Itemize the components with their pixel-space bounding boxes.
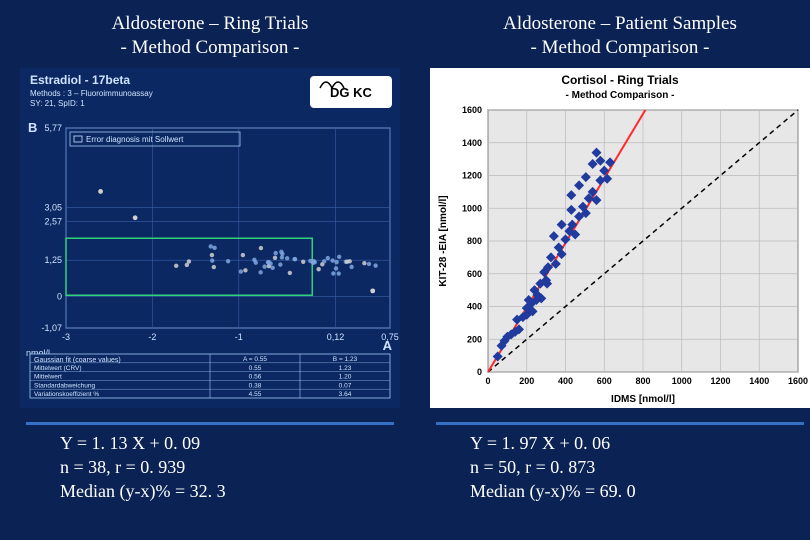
right-panel: Aldosterone – Patient Samples - Method C… xyxy=(430,12,810,503)
svg-text:1000: 1000 xyxy=(462,203,482,213)
right-title-line2: - Method Comparison - xyxy=(531,37,710,58)
svg-text:-1,07: -1,07 xyxy=(41,323,62,333)
left-title: Aldosterone – Ring Trials - Method Compa… xyxy=(20,12,400,60)
svg-text:0.38: 0.38 xyxy=(249,382,262,389)
svg-text:1600: 1600 xyxy=(788,376,808,386)
svg-text:600: 600 xyxy=(597,376,612,386)
svg-text:0: 0 xyxy=(485,376,490,386)
svg-text:-2: -2 xyxy=(148,332,156,342)
svg-text:Estradiol - 17beta: Estradiol - 17beta xyxy=(30,73,130,87)
svg-text:1600: 1600 xyxy=(462,105,482,115)
svg-text:Variationskoeffizient %: Variationskoeffizient % xyxy=(34,391,99,398)
svg-text:- Method Comparison -: - Method Comparison - xyxy=(566,90,675,101)
svg-text:Methods : 3 – Fluoroimmunoassa: Methods : 3 – Fluoroimmunoassay xyxy=(30,89,153,98)
right-title-line1: Aldosterone – Patient Samples xyxy=(503,13,737,34)
svg-text:1.23: 1.23 xyxy=(339,364,352,371)
left-chart-svg: Estradiol - 17beta Methods : 3 – Fluoroim… xyxy=(20,68,400,408)
svg-text:Gaussian fit (coarse values): Gaussian fit (coarse values) xyxy=(34,357,121,364)
svg-text:200: 200 xyxy=(467,334,482,344)
svg-text:0.55: 0.55 xyxy=(249,364,262,371)
left-stats-line1: Y = 1. 13 X + 0. 09 xyxy=(60,433,200,453)
svg-text:A = 0.55: A = 0.55 xyxy=(243,356,267,363)
svg-text:DG KC: DG KC xyxy=(330,85,373,100)
svg-text:3.64: 3.64 xyxy=(339,391,352,398)
right-rule xyxy=(436,422,804,425)
svg-text:SY: 21, SpID: 1: SY: 21, SpID: 1 xyxy=(30,99,85,108)
svg-text:1400: 1400 xyxy=(462,137,482,147)
svg-text:Standardabweichung: Standardabweichung xyxy=(34,382,95,389)
svg-text:1200: 1200 xyxy=(710,376,730,386)
svg-text:800: 800 xyxy=(635,376,650,386)
slide: Aldosterone – Ring Trials - Method Compa… xyxy=(0,0,810,540)
svg-text:0.07: 0.07 xyxy=(339,382,352,389)
right-chart: Cortisol - Ring Trials - Method Compariso… xyxy=(430,68,810,408)
left-rule xyxy=(26,422,394,425)
svg-text:Cortisol - Ring Trials: Cortisol - Ring Trials xyxy=(561,73,679,87)
svg-text:IDMS [nmol/l]: IDMS [nmol/l] xyxy=(611,394,675,405)
svg-text:1.20: 1.20 xyxy=(339,373,352,380)
left-stats-line2: n = 38, r = 0. 939 xyxy=(60,457,185,477)
svg-text:3,05: 3,05 xyxy=(44,202,62,212)
left-chart: Estradiol - 17beta Methods : 3 – Fluoroim… xyxy=(20,68,400,408)
right-stats-line2: n = 50, r = 0. 873 xyxy=(470,457,595,477)
right-title: Aldosterone – Patient Samples - Method C… xyxy=(430,12,810,60)
svg-text:2,57: 2,57 xyxy=(44,216,62,226)
svg-text:KIT-28 -EIA [nmol/l]: KIT-28 -EIA [nmol/l] xyxy=(438,195,449,286)
svg-text:0: 0 xyxy=(477,367,482,377)
svg-text:800: 800 xyxy=(467,236,482,246)
left-title-line1: Aldosterone – Ring Trials xyxy=(112,13,309,34)
svg-text:Error diagnosis mit Sollwert: Error diagnosis mit Sollwert xyxy=(86,135,184,144)
right-stats-line3: Median (y-x)% = 69. 0 xyxy=(470,481,636,501)
svg-text:-1: -1 xyxy=(235,332,243,342)
left-title-line2: - Method Comparison - xyxy=(121,37,300,58)
svg-text:0.56: 0.56 xyxy=(249,373,262,380)
svg-text:A: A xyxy=(383,338,393,353)
svg-text:1400: 1400 xyxy=(749,376,769,386)
right-stats-line1: Y = 1. 97 X + 0. 06 xyxy=(470,433,610,453)
svg-text:Mittelwert (CRV): Mittelwert (CRV) xyxy=(34,364,82,371)
svg-text:1200: 1200 xyxy=(462,170,482,180)
left-panel: Aldosterone – Ring Trials - Method Compa… xyxy=(20,12,400,503)
svg-text:B: B xyxy=(28,120,37,135)
svg-text:4.55: 4.55 xyxy=(249,391,262,398)
svg-text:0,12: 0,12 xyxy=(327,332,345,342)
svg-text:0: 0 xyxy=(57,291,62,301)
svg-text:1,25: 1,25 xyxy=(44,255,62,265)
svg-text:5,77: 5,77 xyxy=(44,123,62,133)
left-stats-line3: Median (y-x)% = 32. 3 xyxy=(60,481,226,501)
svg-text:1000: 1000 xyxy=(672,376,692,386)
right-chart-svg: Cortisol - Ring Trials - Method Compariso… xyxy=(430,68,810,408)
svg-text:200: 200 xyxy=(519,376,534,386)
svg-text:400: 400 xyxy=(467,301,482,311)
svg-text:400: 400 xyxy=(558,376,573,386)
svg-text:600: 600 xyxy=(467,268,482,278)
svg-text:Mittelwert: Mittelwert xyxy=(34,373,62,380)
right-stats: Y = 1. 97 X + 0. 06 n = 50, r = 0. 873 M… xyxy=(470,431,810,504)
svg-text:B = 1.23: B = 1.23 xyxy=(333,356,358,363)
svg-text:-3: -3 xyxy=(62,332,70,342)
left-stats: Y = 1. 13 X + 0. 09 n = 38, r = 0. 939 M… xyxy=(60,431,400,504)
